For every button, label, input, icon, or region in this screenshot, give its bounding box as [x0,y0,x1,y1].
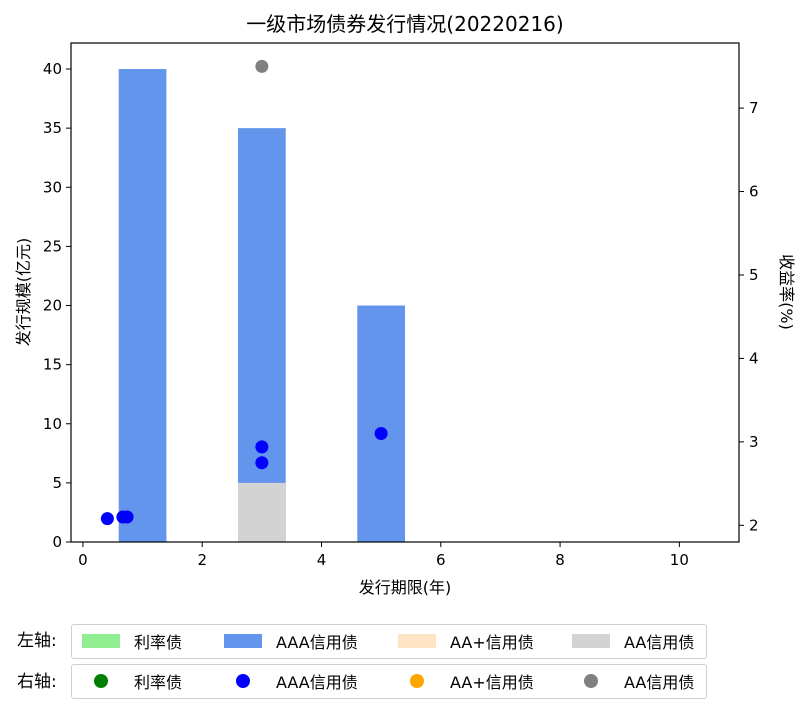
chart-title: 一级市场债券发行情况(20220216) [246,12,563,36]
legend-patch [572,634,610,648]
chart: 一级市场债券发行情况(20220216) 0 2 4 6 8 10 05101520253… [14,12,796,597]
y-right-tick-label: 5 [749,266,759,284]
scatter-point [100,512,114,526]
legend-right-item-rate-bond: 利率债 [82,671,183,692]
points-layer [100,59,388,526]
legend-right-title: 右轴: [17,672,57,692]
y-axis-right-label: 收益率(%) [777,254,796,330]
legend-right-box: 利率债 AAA信用债 AA+信用债 AA信用债 [71,664,707,699]
legend-left-item-aa: AA信用债 [572,631,695,652]
legend-left-title: 左轴: [17,631,57,651]
legend-marker [236,674,250,688]
y-left-tick-label: 15 [43,356,62,374]
legend-patch [82,634,120,648]
plot-frame [70,42,740,543]
y-right-tick-label: 7 [749,99,759,117]
y-left-tick-label: 40 [43,60,62,78]
scatter-point [255,456,269,470]
legend-label: AA信用债 [624,673,695,692]
x-tick-label: 6 [436,551,446,569]
legend-marker [94,674,108,688]
legend-label: AAA信用债 [276,673,358,692]
x-tick-label: 4 [317,551,327,569]
legend-patch [398,634,436,648]
legend-right-item-aaa: AAA信用债 [224,671,358,692]
legend-left-item-aa-plus: AA+信用债 [398,631,534,652]
scatter-point [255,440,269,454]
scatter-point [255,59,269,73]
legend-label: AA+信用债 [450,633,534,652]
legend-left-item-aaa: AAA信用债 [224,631,358,652]
x-tick-label: 2 [197,551,207,569]
y-axis-right: 2 3 4 5 6 7 [739,99,759,534]
legend-label: 利率债 [134,633,183,652]
legend-right-item-aa: AA信用债 [572,671,695,692]
bar [357,305,405,542]
legend-left-box: 利率债 AAA信用债 AA+信用债 AA信用债 [71,624,707,659]
y-right-tick-label: 3 [749,433,759,451]
bar [238,482,286,542]
legend-left-item-rate-bond: 利率债 [82,631,183,652]
legend-patch [224,634,262,648]
x-tick-label: 8 [555,551,565,569]
y-left-tick-label: 35 [43,119,62,137]
x-tick-label: 0 [78,551,88,569]
legend-right-item-aa-plus: AA+信用债 [398,671,534,692]
y-left-tick-label: 10 [43,415,62,433]
legend-marker [584,674,598,688]
y-left-tick-label: 20 [43,297,62,315]
legend-label: AA+信用债 [450,673,534,692]
scatter-point [120,510,134,524]
legend-marker [410,674,424,688]
y-right-tick-label: 4 [749,349,759,367]
y-left-tick-label: 5 [52,474,62,492]
y-left-tick-label: 25 [43,237,62,255]
legend-label: AA信用债 [624,633,695,652]
legend-label: AAA信用债 [276,633,358,652]
x-tick-label: 10 [670,551,689,569]
y-axis-left: 0 5 10 15 20 25 30 35 40 [43,60,71,551]
x-axis-label: 发行期限(年) [359,578,452,597]
bar [238,128,286,542]
y-left-tick-label: 0 [52,533,62,551]
y-left-tick-label: 30 [43,178,62,196]
y-right-tick-label: 2 [749,516,759,534]
bar [118,69,167,542]
bars-layer [118,69,405,542]
y-axis-left-label: 发行规模(亿元) [14,238,33,347]
legend-label: 利率债 [134,673,183,692]
y-right-tick-label: 6 [749,183,759,201]
scatter-point [374,427,388,441]
x-axis: 0 2 4 6 8 10 [78,542,689,569]
